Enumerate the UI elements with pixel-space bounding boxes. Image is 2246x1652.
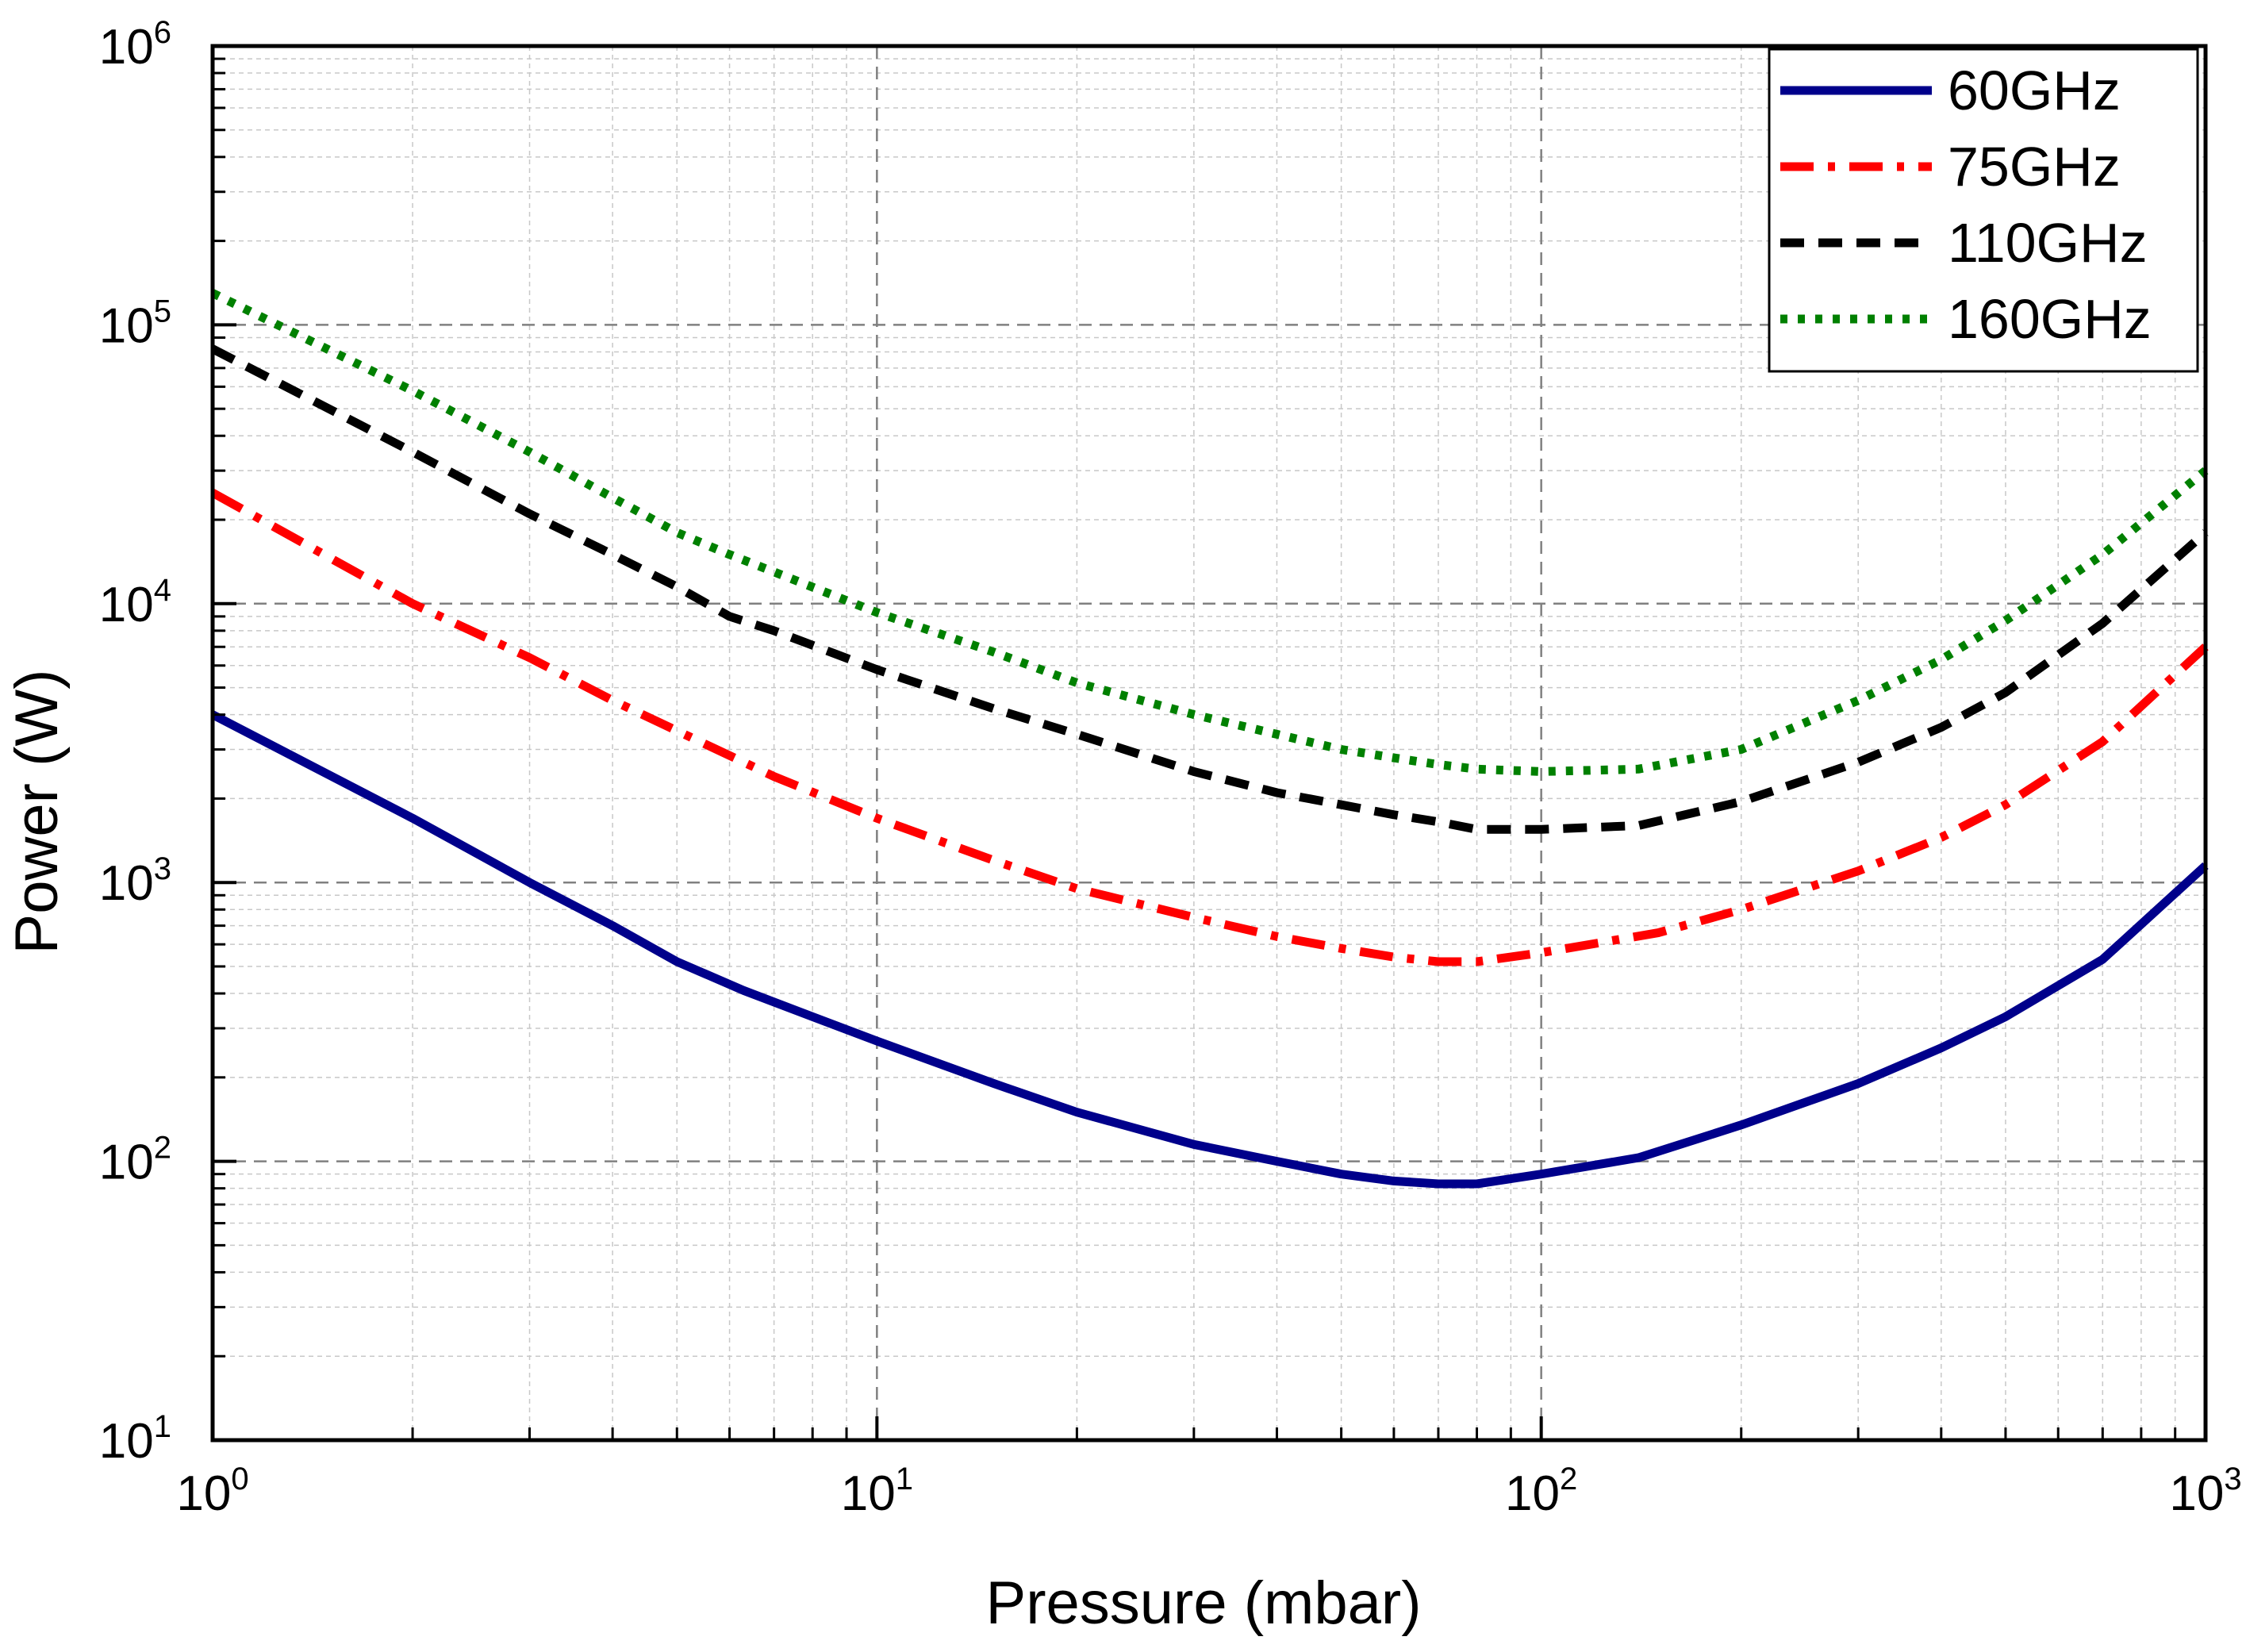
- y-axis-label: Power (W): [3, 670, 71, 955]
- y-tick-label: 102: [99, 1131, 171, 1190]
- legend-label: 110GHz: [1948, 212, 2148, 274]
- y-tick-label: 104: [99, 573, 171, 632]
- axis-ticks: [211, 44, 2207, 1442]
- series-line-110ghz: [210, 344, 2209, 834]
- legend-box: [1768, 48, 2199, 373]
- x-axis-label: Pressure (mbar): [986, 1569, 1422, 1637]
- series-layer: [210, 289, 2209, 1189]
- x-tick-label: 102: [1505, 1462, 1577, 1521]
- x-tick-label: 101: [841, 1462, 913, 1521]
- y-tick-label: 106: [99, 15, 171, 75]
- series-line-60ghz: [210, 710, 2209, 1189]
- y-tick-label: 101: [99, 1409, 171, 1469]
- legend-label: 160GHz: [1948, 288, 2152, 350]
- x-tick-label: 100: [176, 1462, 248, 1521]
- plot-frame: [210, 44, 2208, 1443]
- series-line-160ghz: [210, 289, 2209, 776]
- legend: 60GHz 75GHz 110GHz 160GHz: [1768, 48, 2199, 373]
- y-tick-label: 103: [99, 851, 171, 911]
- x-tick-label: 103: [2169, 1462, 2241, 1521]
- y-tick-label: 105: [99, 294, 171, 353]
- legend-label: 75GHz: [1948, 136, 2121, 198]
- legend-label: 60GHz: [1948, 60, 2121, 121]
- series-line-75ghz: [210, 489, 2209, 966]
